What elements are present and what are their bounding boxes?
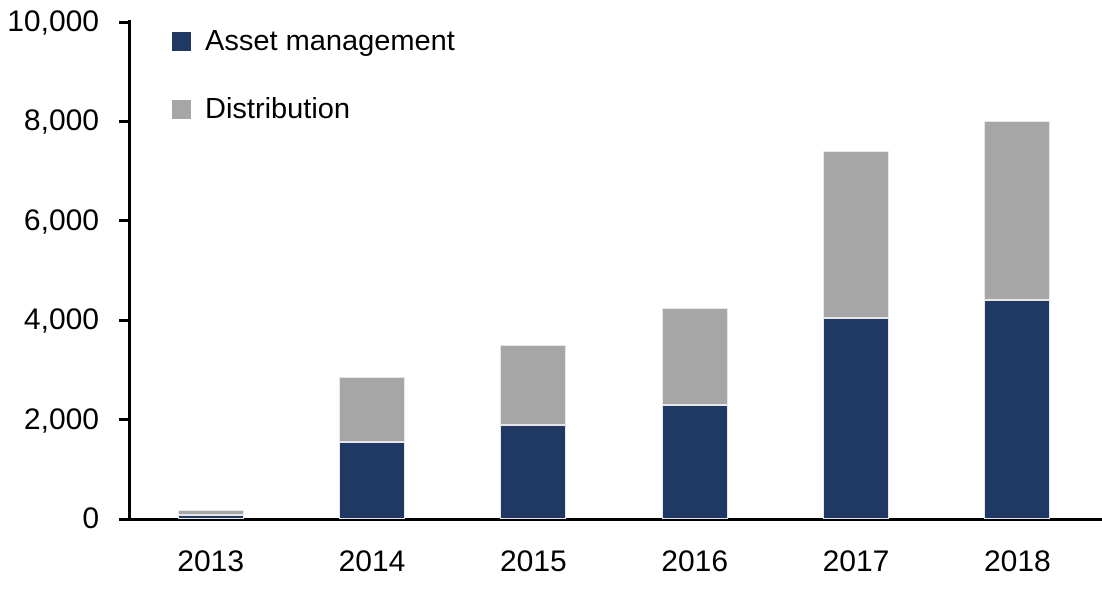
legend-swatch-asset-management-icon [172,31,191,51]
y-tick-mark [119,119,130,123]
y-tick-mark [119,219,130,223]
y-tick-mark [119,418,130,422]
bar-2018-asset-management [984,300,1051,519]
bar-2015-asset-management [500,424,567,519]
bar-2014-asset-management [339,441,405,519]
bar-2016-distribution [661,307,728,405]
bar-2018-distribution [984,121,1051,301]
bar-2014-distribution [339,377,405,442]
legend: Asset management Distribution [172,26,455,167]
y-axis-line [128,20,131,521]
x-axis-label-2018: 2018 [983,545,1051,578]
y-tick-mark [119,517,130,521]
legend-label-asset-management: Asset management [205,24,455,57]
bar-2013-distribution [177,510,244,516]
bar-2016-asset-management [661,404,728,519]
x-axis-label-2015: 2015 [499,545,567,578]
y-tick-label: 2,000 [23,402,99,436]
legend-label-distribution: Distribution [205,92,351,125]
y-tick-label: 0 [82,502,99,535]
bar-2017-distribution [823,151,889,318]
legend-item-asset-management: Asset management [172,26,455,55]
y-tick-label: 8,000 [23,104,99,138]
y-tick-mark [119,20,130,24]
y-tick-label: 6,000 [23,203,99,237]
y-tick-label: 4,000 [23,303,99,337]
x-axis-label-2014: 2014 [338,545,406,578]
x-axis-label-2017: 2017 [822,545,890,578]
y-tick-label: 10,000 [7,5,99,38]
bar-2015-distribution [500,345,567,425]
y-tick-mark [119,318,130,322]
x-axis-label-2016: 2016 [661,545,729,578]
x-axis-label-2013: 2013 [177,545,245,578]
legend-swatch-distribution-icon [172,99,191,119]
x-axis-line [119,518,1102,521]
bar-2013-asset-management [177,515,244,519]
legend-item-distribution: Distribution [172,94,455,123]
bar-2017-asset-management [823,317,889,519]
